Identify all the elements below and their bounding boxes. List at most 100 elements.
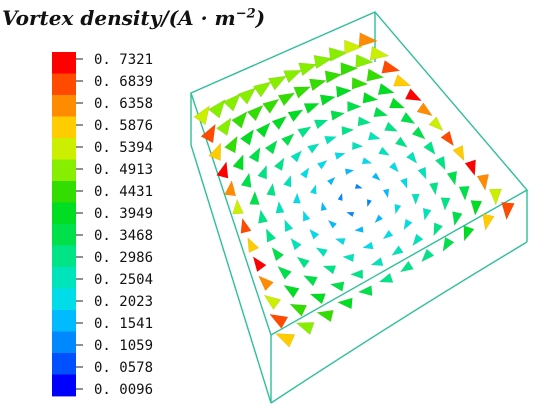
vector-arrow [271,115,287,130]
vector-arrow [287,109,304,122]
box-edge [190,144,272,404]
vector-arrow [367,131,381,141]
colorbar-segment [52,374,76,397]
vector-arrow [350,269,364,279]
vector-arrow [351,77,369,90]
colorbar-segment [52,116,76,139]
vector-arrow [255,122,271,138]
vector-arrow [316,309,334,323]
vector-arrow [442,236,455,252]
vector-arrow [309,184,317,195]
vector-arrow [394,204,402,215]
colorbar-tick-label: 0. 0578 [94,360,153,376]
colorbar-tick-label: 0. 0096 [94,382,153,398]
vector-arrow [362,241,374,250]
vector-arrow [246,104,264,122]
vector-arrow [357,285,373,297]
vector-arrow [258,209,269,224]
vector-arrow [247,236,260,253]
vector-arrow [208,99,226,119]
vector-arrow [400,111,416,124]
vector-arrow [400,177,408,189]
colorbar-tick-label: 0. 1059 [94,338,153,354]
vector-arrow [240,172,252,188]
vector-arrow [501,202,515,221]
vector-arrow [281,133,295,147]
vector-arrow [337,192,343,201]
vector-arrow [297,126,312,138]
vector-arrow [262,98,280,114]
vector-arrow [328,47,349,62]
vector-arrow [263,294,282,310]
vector-arrow [292,192,301,204]
vector-arrow [421,248,435,263]
colorbar-segment [52,245,76,268]
vector-arrow [335,85,353,98]
vector-arrow [352,141,364,150]
vector-arrow [309,78,327,92]
colorbar-title-text: Vortex density/(A · m [2,6,236,30]
colorbar-segment [52,267,76,289]
vector-arrow [403,218,413,231]
vector-arrow [303,103,320,114]
vector-arrow [446,170,458,186]
colorbar-tick-label: 0. 2023 [94,294,153,310]
vector-arrow [200,123,216,144]
colorbar-tick-label: 0. 4913 [94,162,153,178]
vector-arrow [366,68,385,82]
vector-arrow [283,69,303,84]
vector-arrow [275,200,285,214]
vector-arrow [347,101,362,113]
vector-arrow [284,219,294,233]
vector-arrow [371,172,381,181]
vector-arrow [342,253,355,263]
vector-arrow [391,245,404,256]
vector-arrow [358,32,378,47]
colorbar-segment [52,331,76,354]
vector-arrow [361,157,373,165]
vector-arrow [362,92,379,104]
vector-arrow [378,272,394,283]
vector-arrow [224,135,238,154]
vector-arrow [382,188,390,199]
vector-arrow [464,159,476,177]
vector-arrow [341,126,355,136]
vector-arrow [283,174,292,188]
vector-arrow [222,93,241,112]
vector-arrow [463,225,475,242]
vector-arrow [429,182,439,196]
vector-arrow [248,147,261,163]
vector-arrow [482,213,495,231]
vector-arrow [476,174,489,191]
vector-arrow [389,97,406,109]
colorbar-tick-label: 0. 5876 [94,118,153,134]
vector-arrow [337,297,353,310]
colorbar-segment [52,224,76,246]
vector-arrow [381,60,401,74]
vector-arrow [357,116,372,127]
vector-arrow [293,86,312,99]
vector-arrow [373,106,389,118]
colorbar-segment [52,138,76,160]
vector-arrow [269,314,289,329]
vector-arrow [231,111,248,129]
vector-arrow [313,54,333,69]
vector-arrow [208,142,222,161]
vector-arrow [316,160,328,170]
vector-arrow [257,164,267,180]
box-bottom-edge [270,241,528,404]
colorbar-tick-label: 0. 3468 [94,228,153,244]
vector-arrow [265,228,277,243]
vector-arrows [193,32,515,348]
vector-arrow [267,75,287,91]
vector-arrow [388,161,399,173]
vector-arrow [366,199,373,208]
vector-arrow [289,303,308,317]
vector-arrow [393,74,412,87]
vector-arrow [309,293,326,305]
colorbar-tick-label: 0. 7321 [94,52,153,68]
colorbar-segment [52,353,76,375]
vector-arrow [232,198,244,215]
vector-arrow [452,211,463,227]
vector-arrow [399,260,414,273]
